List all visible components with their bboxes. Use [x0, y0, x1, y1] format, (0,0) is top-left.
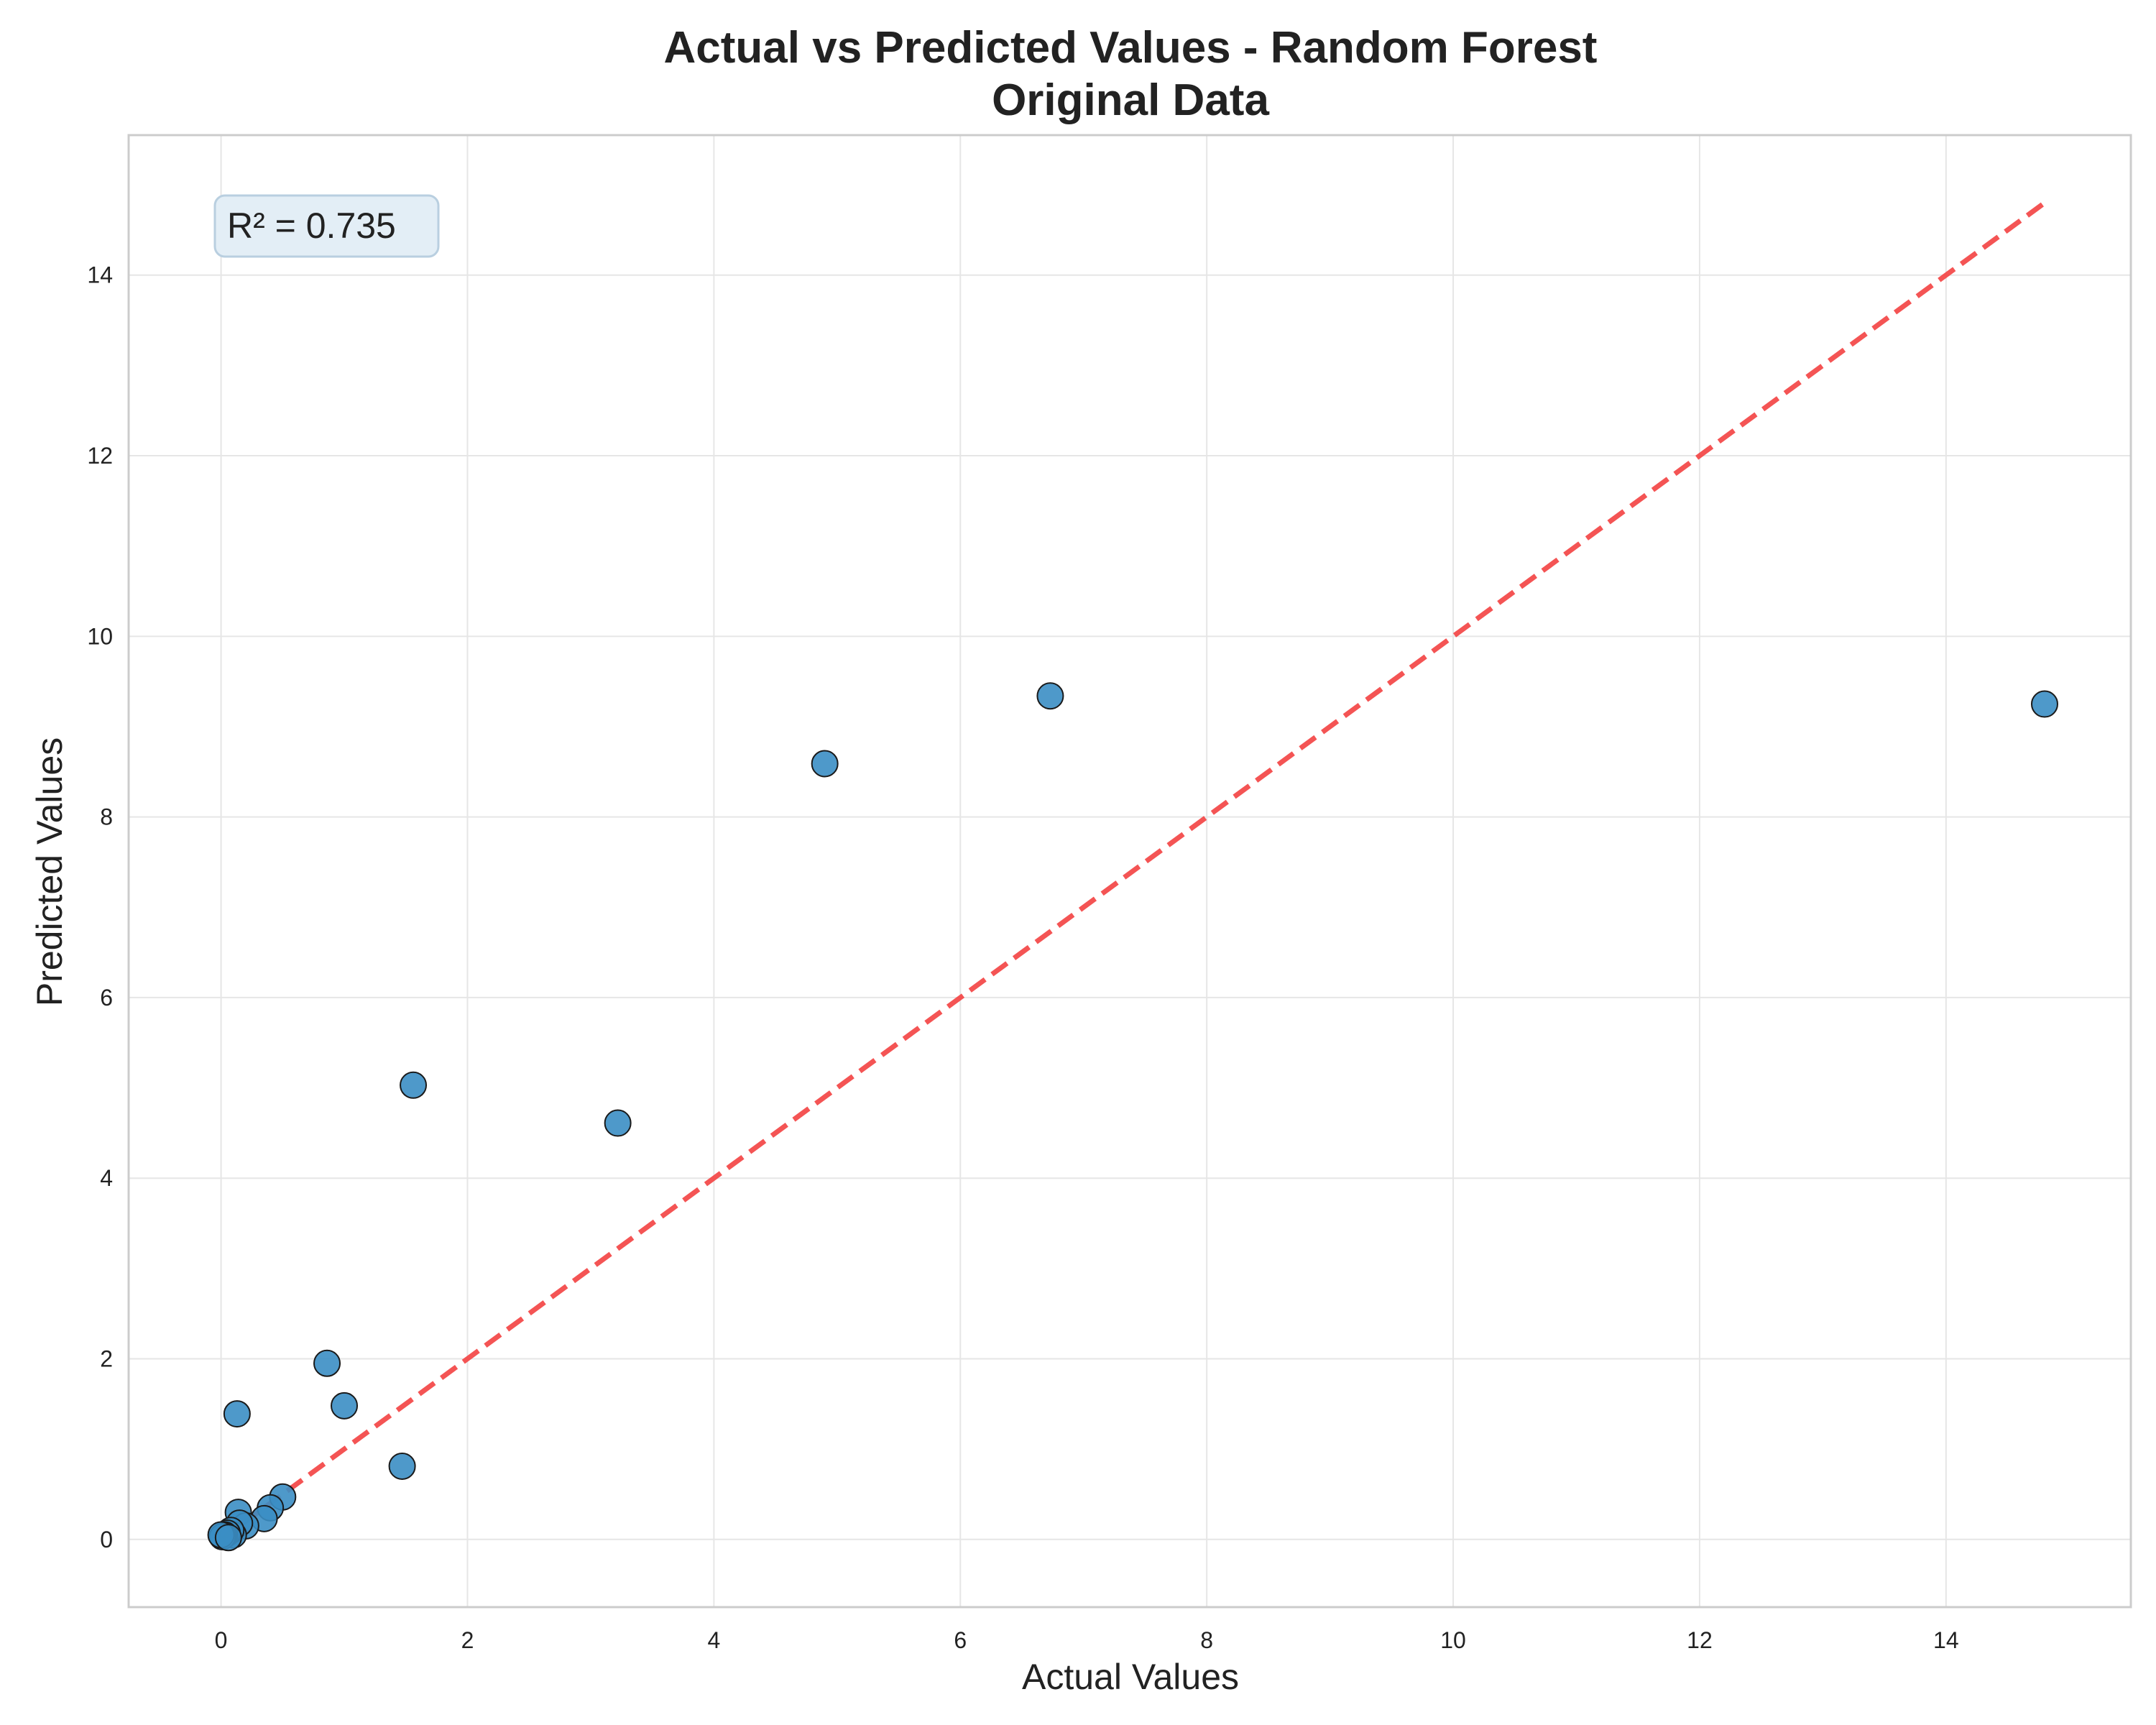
- tick-labels-layer: 0 2 4 6 8 10 12 14 0 2 4 6 8 10 12 14: [87, 262, 1958, 1653]
- plot-frame: [127, 134, 2132, 1609]
- y-tick-label: 2: [100, 1346, 113, 1371]
- data-point: [214, 1524, 242, 1552]
- x-tick-label: 14: [1933, 1627, 1959, 1653]
- x-tick-label: 4: [707, 1627, 720, 1653]
- data-point: [2030, 690, 2058, 718]
- y-tick-label: 14: [87, 262, 113, 288]
- data-point: [388, 1452, 416, 1480]
- annotation-text: R² = 0.735: [227, 206, 396, 246]
- x-tick-label: 10: [1440, 1627, 1466, 1653]
- data-point: [604, 1109, 632, 1137]
- x-tick-label: 12: [1687, 1627, 1713, 1653]
- data-point: [223, 1400, 251, 1428]
- data-point: [331, 1392, 359, 1420]
- x-axis-label: Actual Values: [1022, 1657, 1239, 1697]
- y-tick-label: 8: [100, 804, 113, 830]
- perfect-prediction-line: [219, 201, 2047, 1542]
- y-axis-label: Predicted Values: [29, 737, 70, 1006]
- x-tick-label: 2: [461, 1627, 474, 1653]
- y-tick-label: 6: [100, 985, 113, 1011]
- y-tick-label: 0: [100, 1527, 113, 1552]
- y-tick-label: 4: [100, 1165, 113, 1191]
- x-tick-label: 8: [1200, 1627, 1213, 1653]
- x-tick-label: 0: [215, 1627, 228, 1653]
- data-point: [313, 1349, 341, 1377]
- grid-layer: [129, 135, 2131, 1607]
- data-point: [400, 1071, 428, 1099]
- reference-line-layer: [219, 201, 2047, 1542]
- chart-title-line2: Original Data: [992, 75, 1269, 125]
- r-squared-annotation: R² = 0.735: [213, 194, 440, 258]
- data-point: [1036, 682, 1064, 710]
- y-tick-label: 10: [87, 623, 113, 649]
- annotation-box: [213, 194, 440, 258]
- y-tick-label: 12: [87, 443, 113, 469]
- chart-title-line1: Actual vs Predicted Values - Random Fore…: [664, 23, 1598, 73]
- points-layer: [207, 682, 2058, 1552]
- data-point: [811, 750, 839, 778]
- x-tick-label: 6: [954, 1627, 967, 1653]
